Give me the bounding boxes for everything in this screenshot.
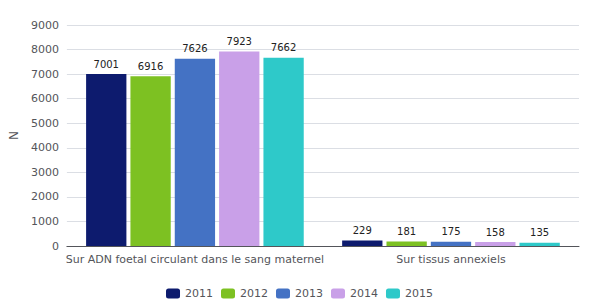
svg-text:5000: 5000 bbox=[31, 117, 59, 130]
svg-text:7923: 7923 bbox=[227, 36, 252, 47]
svg-text:2011: 2011 bbox=[185, 287, 213, 300]
svg-text:7626: 7626 bbox=[182, 43, 207, 54]
svg-text:175: 175 bbox=[441, 226, 460, 237]
svg-text:1000: 1000 bbox=[31, 215, 59, 228]
svg-text:7662: 7662 bbox=[271, 42, 296, 53]
svg-text:9000: 9000 bbox=[31, 19, 59, 32]
svg-text:2013: 2013 bbox=[295, 287, 323, 300]
svg-text:2014: 2014 bbox=[350, 287, 378, 300]
svg-text:7000: 7000 bbox=[31, 68, 59, 81]
svg-text:Sur ADN foetal circulant dans: Sur ADN foetal circulant dans le sang ma… bbox=[66, 253, 324, 266]
svg-text:6000: 6000 bbox=[31, 92, 59, 105]
svg-text:2012: 2012 bbox=[240, 287, 268, 300]
svg-text:N: N bbox=[7, 131, 21, 140]
svg-text:0: 0 bbox=[52, 240, 59, 253]
svg-text:Sur tissus annexiels: Sur tissus annexiels bbox=[396, 253, 506, 266]
svg-text:181: 181 bbox=[397, 226, 416, 237]
svg-text:7001: 7001 bbox=[94, 59, 119, 70]
svg-text:158: 158 bbox=[486, 227, 505, 238]
svg-text:8000: 8000 bbox=[31, 43, 59, 56]
svg-text:3000: 3000 bbox=[31, 166, 59, 179]
svg-text:229: 229 bbox=[353, 225, 372, 236]
svg-text:4000: 4000 bbox=[31, 141, 59, 154]
svg-text:135: 135 bbox=[530, 227, 549, 238]
svg-text:2015: 2015 bbox=[405, 287, 433, 300]
svg-text:6916: 6916 bbox=[138, 61, 163, 72]
svg-text:2000: 2000 bbox=[31, 190, 59, 203]
